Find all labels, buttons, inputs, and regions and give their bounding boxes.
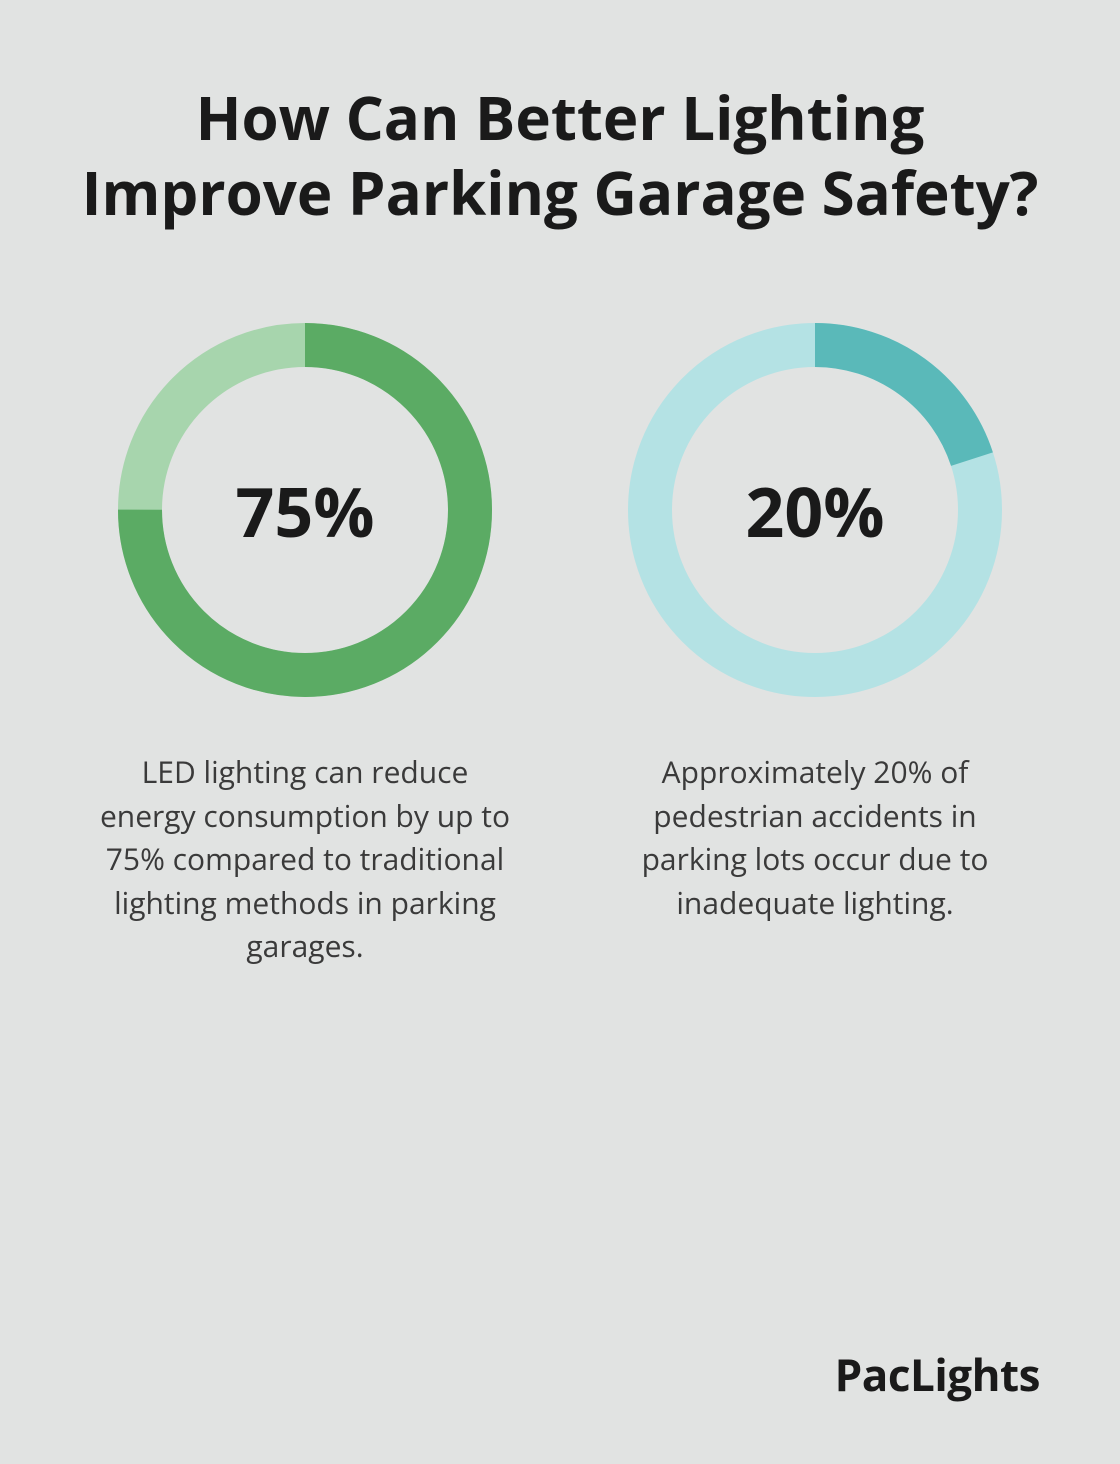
- donut-chart-2: 20%: [625, 320, 1005, 700]
- charts-row: 75% LED lighting can reduce energy consu…: [80, 320, 1040, 1304]
- brand-logo: PacLights: [835, 1344, 1040, 1404]
- chart-column-1: 75% LED lighting can reduce energy consu…: [80, 320, 530, 1304]
- donut-center-label-1: 75%: [115, 320, 495, 700]
- chart-description-2: Approximately 20% of pedestrian accident…: [605, 750, 1025, 924]
- donut-chart-1: 75%: [115, 320, 495, 700]
- donut-center-label-2: 20%: [625, 320, 1005, 700]
- footer: PacLights: [80, 1344, 1040, 1404]
- page-title: How Can Better Lighting Improve Parking …: [80, 80, 1040, 230]
- chart-column-2: 20% Approximately 20% of pedestrian acci…: [590, 320, 1040, 1304]
- chart-description-1: LED lighting can reduce energy consumpti…: [95, 750, 515, 968]
